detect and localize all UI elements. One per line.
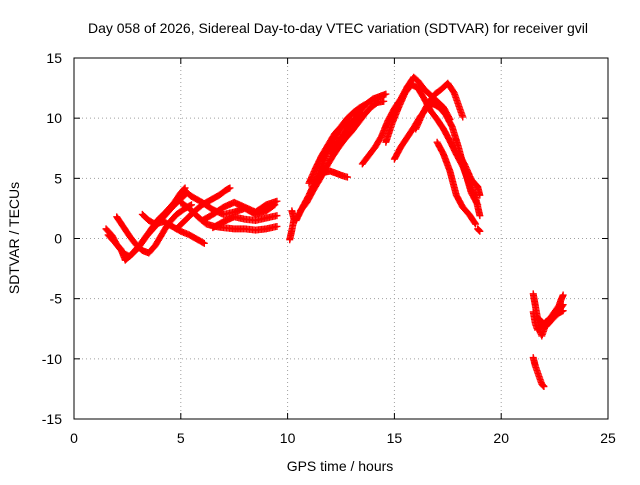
data-point [474, 201, 482, 209]
data-point [559, 291, 567, 299]
data-point [273, 197, 281, 205]
series-track-8 [198, 197, 281, 224]
series-track-18 [390, 100, 482, 209]
series-track-6 [177, 198, 281, 234]
data-point [382, 90, 390, 98]
x-tick-label: 10 [280, 430, 296, 446]
series-track-5 [173, 184, 234, 233]
data-point [180, 185, 188, 193]
data-point [357, 112, 365, 120]
ticks: 0 5 10 15 20 25 -15 -10 -5 0 5 10 15 [42, 50, 616, 446]
series-track-14 [307, 167, 351, 196]
x-tick-label: 15 [387, 430, 403, 446]
data-point [273, 222, 281, 230]
series-track-15 [326, 111, 366, 156]
series-track-26 [534, 307, 567, 330]
data-point [471, 219, 479, 227]
y-tick-label: -10 [42, 351, 62, 367]
series-track-21 [454, 149, 484, 199]
x-tick-label: 5 [177, 430, 185, 446]
data-point [380, 97, 388, 105]
series-track-20 [433, 138, 480, 228]
series-track-25 [529, 354, 548, 391]
y-tick-label: 15 [46, 50, 62, 66]
series-track-16 [358, 73, 454, 168]
data-point [361, 100, 369, 108]
data-point [226, 184, 234, 192]
data-point [559, 307, 567, 315]
data-point [459, 113, 467, 121]
data-point [363, 100, 371, 108]
data-point [476, 191, 484, 199]
data-point [539, 382, 547, 390]
series-track-13 [305, 100, 371, 187]
series-track-19 [412, 79, 467, 133]
data-point [358, 111, 366, 119]
data-point [343, 173, 351, 181]
data-point [181, 184, 189, 192]
y-tick-label: -15 [42, 411, 62, 427]
data-point [540, 383, 548, 391]
x-tick-label: 20 [493, 430, 509, 446]
data-point [476, 227, 484, 235]
data-point [473, 199, 481, 207]
series-track-22 [474, 225, 484, 235]
x-tick-label: 0 [70, 430, 78, 446]
series-track-2 [104, 184, 189, 264]
y-tick-label: 10 [46, 110, 62, 126]
data-point [472, 220, 480, 228]
data-layer [102, 73, 567, 391]
y-tick-label: 5 [54, 170, 62, 186]
data-point [200, 239, 208, 247]
series-track-3 [113, 201, 195, 257]
y-axis-label: SDTVAR / TECUs [6, 182, 22, 294]
data-point [199, 239, 207, 247]
data-point [273, 212, 281, 220]
series-track-9 [209, 212, 281, 232]
y-tick-label: 0 [54, 231, 62, 247]
data-point [474, 226, 482, 234]
y-tick-label: -5 [50, 291, 63, 307]
data-point [559, 301, 567, 309]
data-point [476, 212, 484, 220]
x-tick-label: 25 [600, 430, 616, 446]
data-point [538, 381, 546, 389]
chart-title: Day 058 of 2026, Sidereal Day-to-day VTE… [88, 20, 588, 36]
data-point [288, 207, 296, 215]
data-point [475, 226, 483, 234]
x-axis-label: GPS time / hours [287, 458, 394, 474]
